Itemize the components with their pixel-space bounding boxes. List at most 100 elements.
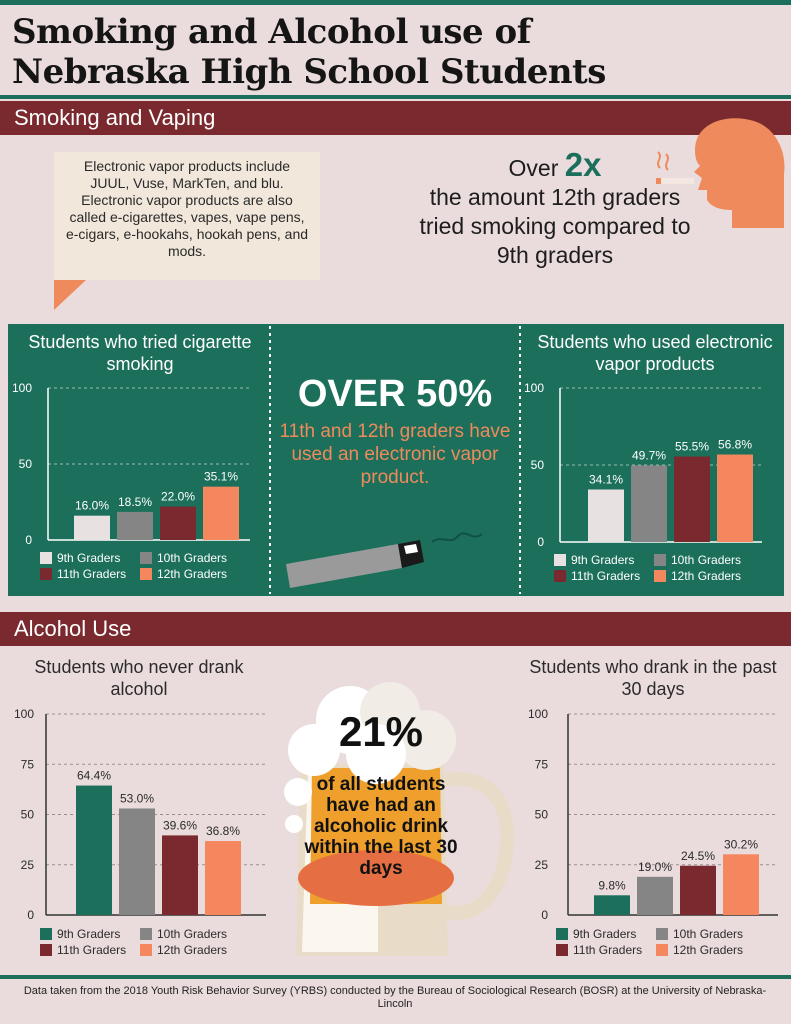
bar-value-label: 53.0% [120,791,154,805]
beer-mug-icon [284,682,515,956]
section-header-alcohol: Alcohol Use [0,612,791,646]
stat-multiplier: 2x [564,146,602,183]
y-tick-label: 0 [27,908,34,922]
legend-swatch [554,554,566,566]
bar-12th-graders [723,854,759,915]
top-accent-line [0,0,791,5]
legend-label: 11th Graders [573,943,642,957]
bar-value-label: 36.8% [206,824,240,838]
chart-vapor-products: 0 50 100 34.1% 49.7% 55.5% 56.8% 9th Graders 10t… [524,381,762,583]
vape-stat-description: 11th and 12th graders have used an elect… [279,421,511,488]
chart-title-vapor: Students who used electronic vapor produ… [537,332,773,374]
legend-swatch [40,928,52,940]
y-tick-label: 100 [528,707,548,721]
legend-swatch [140,552,152,564]
legend-swatch [140,944,152,956]
bar-value-label: 18.5% [118,495,152,509]
y-tick-label: 25 [21,858,35,872]
chart-title-never-drank: Students who never drank alcohol [34,657,244,699]
y-tick-label: 75 [535,757,549,771]
bar-12th-graders [205,841,241,915]
legend-swatch [654,570,666,582]
legend-swatch [40,568,52,580]
bar-value-label: 22.0% [161,490,195,504]
bar-10th-graders [637,876,673,915]
bar-9th-graders [594,895,630,915]
y-tick-label: 0 [25,533,32,547]
title-line-1: Smoking and Alcohol use of [12,12,531,52]
bar-value-label: 24.5% [681,849,715,863]
legend-label: 10th Graders [671,553,741,567]
bar-10th-graders [119,808,155,915]
legend-swatch [654,554,666,566]
bar-9th-graders [76,785,112,915]
legend-swatch [40,552,52,564]
alcohol-stat-description: of all students have had an alcoholic dr… [304,774,458,879]
section-header-smoking: Smoking and Vaping [0,101,791,135]
bar-12th-graders [203,486,239,540]
y-tick-label: 0 [537,535,544,549]
bar-11th-graders [680,865,716,915]
legend-label: 12th Graders [157,943,227,957]
legend-label: 9th Graders [57,551,120,565]
chart-never-drank: 0 25 50 75 100 64.4% 53.0% 39.6% 36.8% 9th Grader… [14,707,266,957]
legend-label: 12th Graders [157,567,227,581]
e-cigarette-icon [286,532,483,588]
bar-value-label: 64.4% [77,769,111,783]
bar-12th-graders [717,454,753,542]
y-tick-label: 100 [14,707,34,721]
smoking-statistic: Over 2x the amount 12th graders tried sm… [395,148,715,270]
y-tick-label: 100 [524,381,544,395]
page-title: Smoking and Alcohol use of Nebraska High… [12,12,782,92]
legend-swatch [556,928,568,940]
legend-swatch [656,944,668,956]
bar-value-label: 34.1% [589,472,623,486]
legend-label: 11th Graders [57,567,126,581]
source-footnote: Data taken from the 2018 Youth Risk Beha… [23,985,767,1010]
legend-swatch [40,944,52,956]
y-tick-label: 0 [541,908,548,922]
callout-tail [54,280,86,310]
y-tick-label: 50 [535,808,549,822]
legend-label: 11th Graders [571,569,640,583]
legend-label: 9th Graders [573,927,636,941]
bar-value-label: 35.1% [204,470,238,484]
legend-label: 10th Graders [673,927,743,941]
y-tick-label: 25 [535,858,549,872]
legend-label: 12th Graders [673,943,743,957]
chart-title-cigarette: Students who tried cigarette smoking [28,332,252,374]
vapor-products-callout: Electronic vapor products include JUUL, … [54,152,320,280]
legend-swatch [556,944,568,956]
smoking-person-icon [656,118,785,228]
legend-swatch [140,928,152,940]
vape-stat-headline: OVER 50% [297,373,493,415]
stat-description: the amount 12th graders tried smoking co… [419,184,691,268]
chart-cigarette-smoking: 0 50 100 16.0% 18.5% 22.0% 35.1% 9th Graders 10t… [12,381,250,581]
bar-11th-graders [162,835,198,915]
y-tick-label: 100 [12,381,32,395]
y-tick-label: 50 [19,457,33,471]
legend-label: 10th Graders [157,551,227,565]
bar-9th-graders [74,515,110,540]
legend-label: 11th Graders [57,943,126,957]
legend-label: 9th Graders [571,553,634,567]
bar-value-label: 30.2% [724,837,758,851]
title-line-2: Nebraska High School Students [12,52,606,92]
legend-swatch [140,568,152,580]
bar-value-label: 55.5% [675,440,709,454]
bar-value-label: 39.6% [163,818,197,832]
bar-11th-graders [674,456,710,542]
legend-swatch [656,928,668,940]
bar-value-label: 56.8% [718,438,752,452]
bar-9th-graders [588,489,624,542]
bar-value-label: 19.0% [638,860,672,874]
bar-11th-graders [160,506,196,540]
bar-value-label: 16.0% [75,499,109,513]
bar-value-label: 9.8% [598,878,626,892]
legend-label: 10th Graders [157,927,227,941]
chart-drank-30-days: 0 25 50 75 100 9.8% 19.0% 24.5% 30.2% 9th Graders… [528,707,778,957]
y-tick-label: 75 [21,757,35,771]
bar-value-label: 49.7% [632,448,666,462]
title-divider [0,95,791,99]
